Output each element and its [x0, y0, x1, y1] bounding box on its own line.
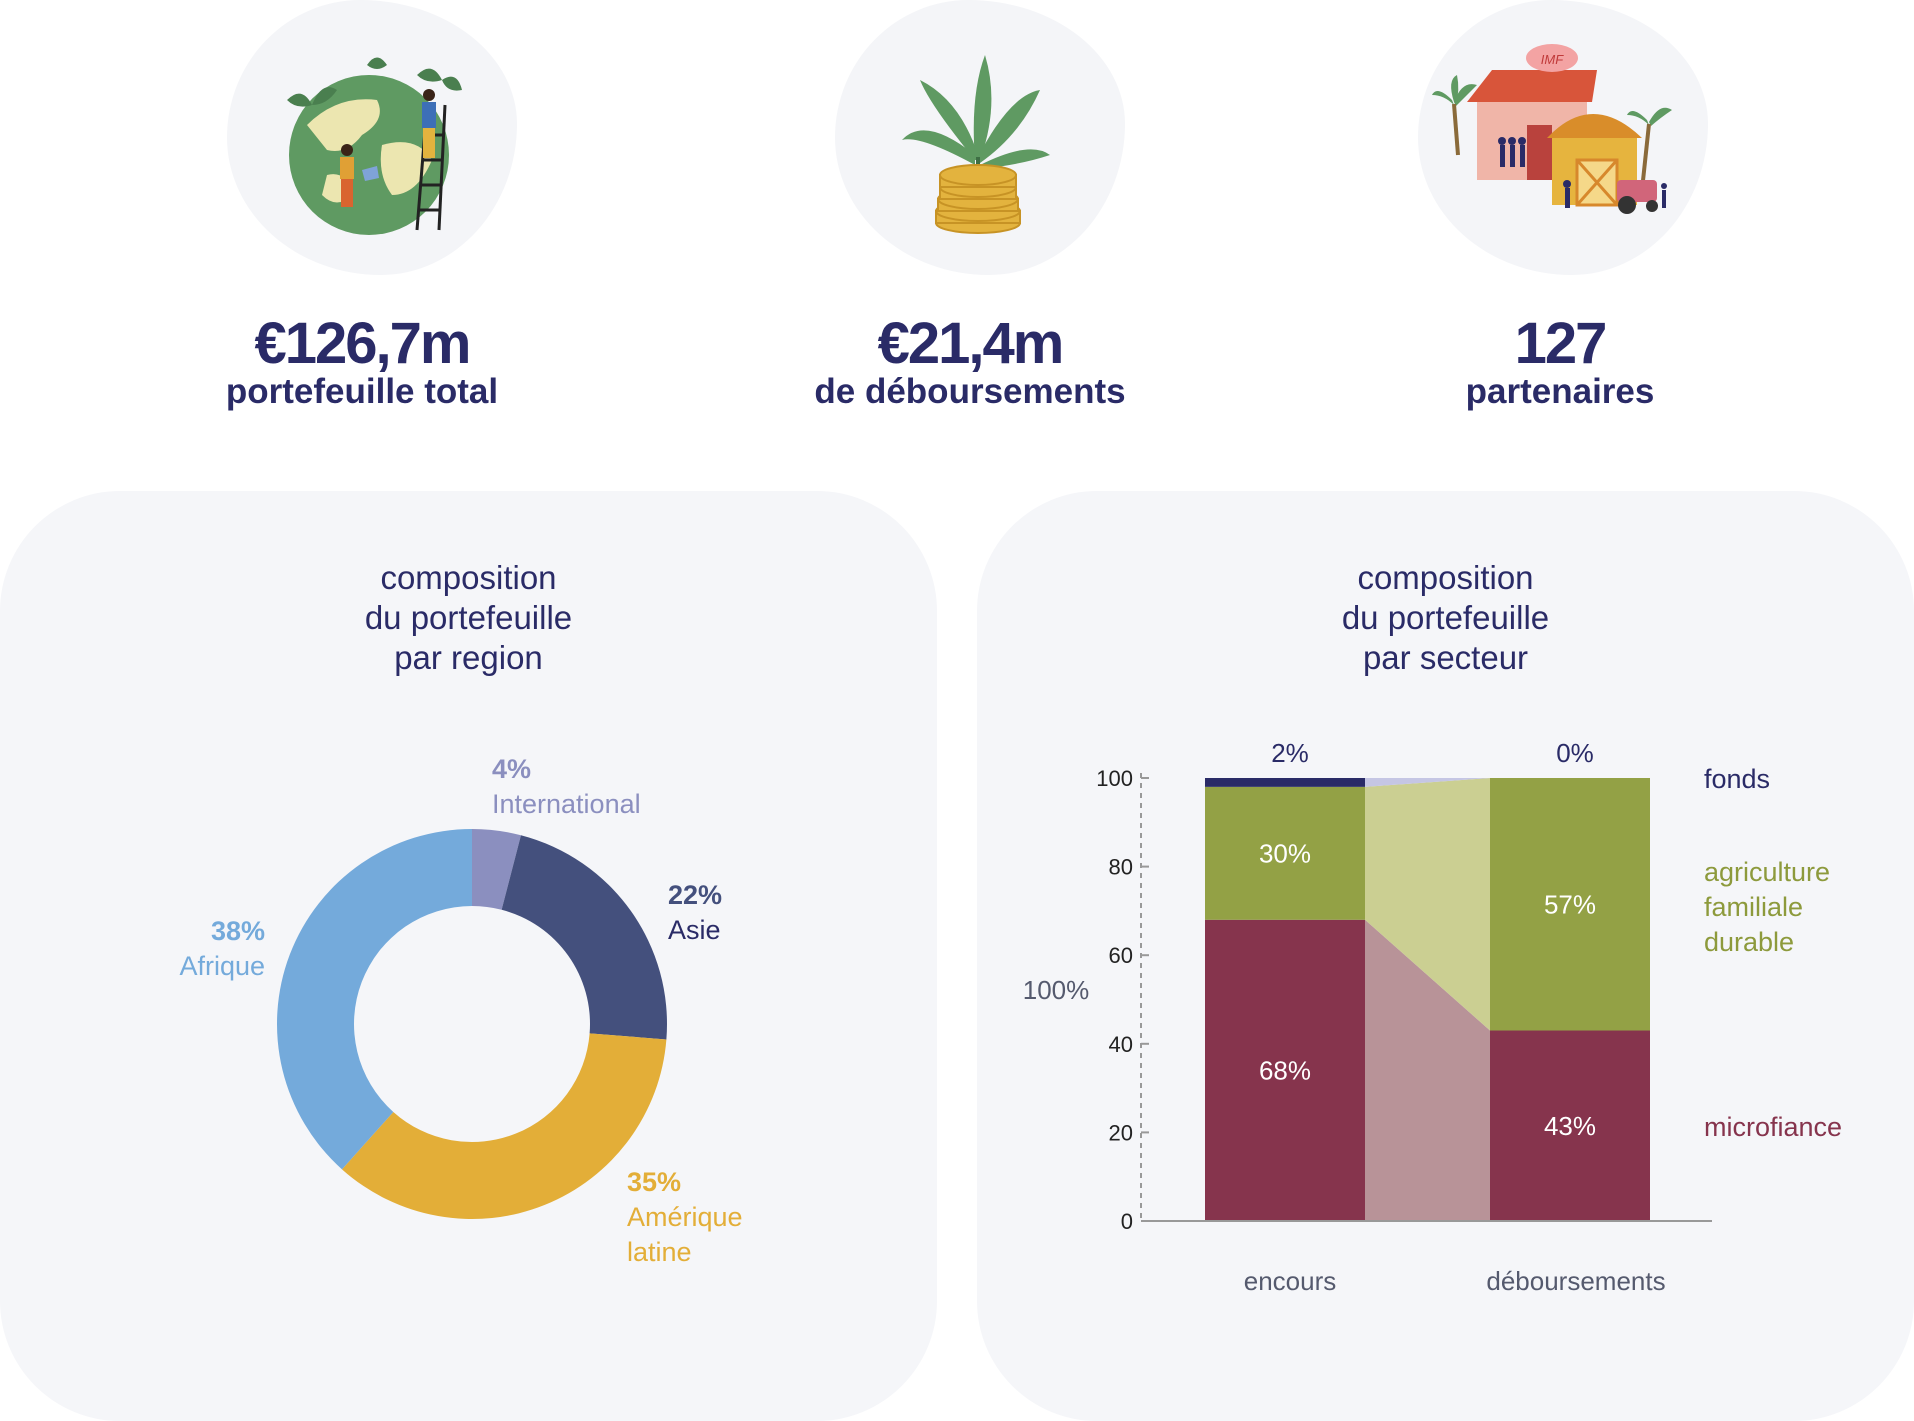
imf-badge: IMF [1541, 52, 1564, 67]
y-tick-label: 100 [1096, 766, 1133, 791]
kpi-value: €21,4m [877, 311, 1065, 376]
data-label: 68% [1259, 1055, 1311, 1085]
series-legend-label: agriculture [1704, 857, 1830, 887]
series-connector [1365, 919, 1490, 1221]
y-tick-label: 40 [1109, 1032, 1133, 1057]
series-connector [1365, 778, 1490, 787]
slice-percent-label: 35% [627, 1167, 681, 1197]
slice-name-label: latine [627, 1237, 692, 1267]
title-line: par region [394, 639, 543, 676]
y-tick-label: 0 [1121, 1209, 1133, 1234]
plant-on-coins-icon [902, 55, 1050, 234]
slice-percent-label: 38% [211, 916, 265, 946]
bar-segment [1205, 919, 1365, 1221]
series-legend-label: durable [1704, 927, 1794, 957]
bar-segment [1205, 778, 1365, 787]
donut-slice [501, 835, 667, 1040]
data-label: 30% [1259, 838, 1311, 868]
slice-percent-label: 22% [668, 880, 722, 910]
slice-name-label: Afrique [179, 951, 265, 981]
data-label: 43% [1544, 1111, 1596, 1141]
y-tick-label: 20 [1109, 1120, 1133, 1145]
data-label: 57% [1544, 889, 1596, 919]
data-label: 2% [1271, 738, 1309, 768]
slice-name-label: International [492, 789, 641, 819]
category-label: encours [1244, 1266, 1337, 1296]
region-panel: composition du portefeuille par region 4… [0, 491, 937, 1421]
kpi-value: 127 [1514, 311, 1608, 376]
title-line: composition [380, 559, 557, 596]
slice-name-label: Amérique [627, 1202, 743, 1232]
slice-percent-label: 4% [492, 754, 531, 784]
title-line: du portefeuille [364, 599, 573, 636]
slice-name-label: Asie [668, 915, 721, 945]
y-tick-label: 60 [1109, 943, 1133, 968]
globe-planting-icon [287, 57, 462, 235]
bar-segment [1490, 778, 1650, 1031]
donut-slice [277, 829, 472, 1170]
donut-slice [472, 829, 521, 910]
bar-segment [1490, 1030, 1650, 1221]
donut-slice [341, 1033, 667, 1219]
region-panel-title: composition du portefeuille par region [0, 558, 937, 678]
kpi-label: partenaires [1465, 372, 1655, 411]
kpi-value: €126,7m [254, 311, 472, 376]
category-label: déboursements [1486, 1266, 1665, 1296]
series-connector [1365, 778, 1490, 1031]
kpi-label: de déboursements [814, 372, 1126, 411]
series-legend-label: microfiance [1704, 1112, 1842, 1142]
title-line: composition [1357, 559, 1534, 596]
series-legend-label: familiale [1704, 892, 1803, 922]
region-donut-chart: 4% International 22% Asie 35% Amérique latine 3… [179, 754, 743, 1267]
kpi-label: portefeuille total [225, 372, 499, 411]
series-legend-label: fonds [1704, 764, 1770, 794]
bar-segment [1205, 786, 1365, 920]
title-line: par secteur [1362, 639, 1529, 676]
partners-buildings-icon: IMF [1432, 44, 1672, 214]
data-label: 0% [1556, 738, 1594, 768]
y-axis-label: 100% [1023, 975, 1090, 1005]
title-line: du portefeuille [1341, 599, 1550, 636]
sector-panel-title: composition du portefeuille par secteur [977, 558, 1914, 678]
y-tick-label: 80 [1109, 855, 1133, 880]
